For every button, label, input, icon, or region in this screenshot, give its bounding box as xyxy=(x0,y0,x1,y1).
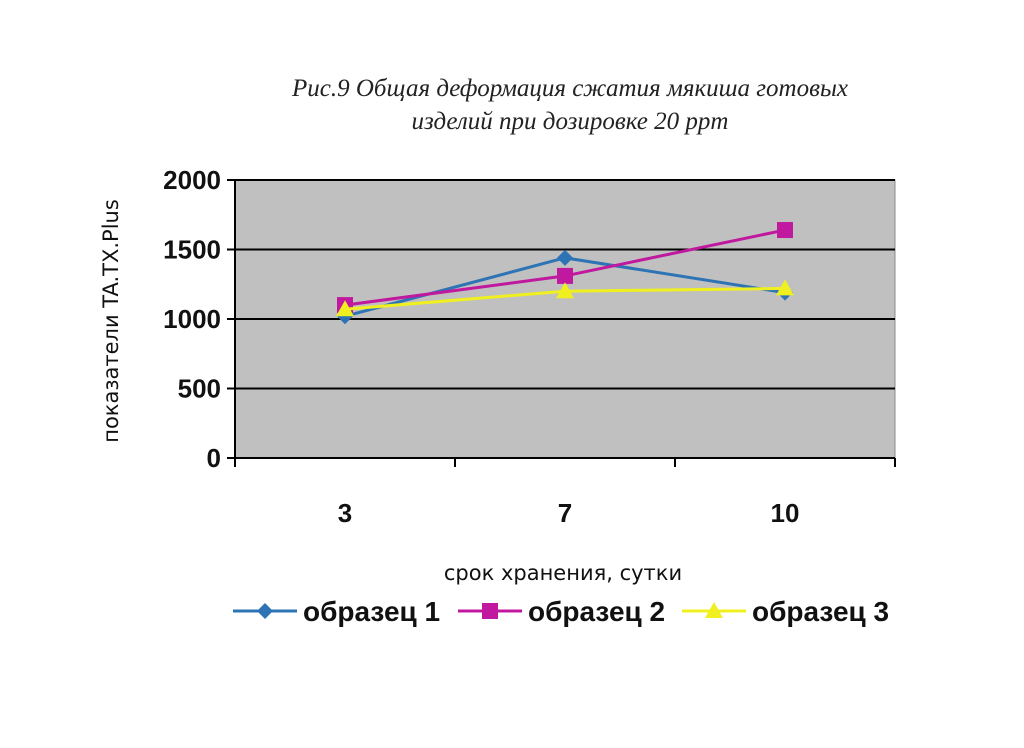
x-tick-label: 3 xyxy=(338,498,352,528)
legend-item-1: образец 1 xyxy=(233,596,440,627)
legend-marker xyxy=(705,602,723,618)
legend-label: образец 2 xyxy=(528,596,665,627)
x-axis-title: срок хранения, сутки xyxy=(444,561,682,585)
data-point xyxy=(776,279,794,296)
x-tick-label: 10 xyxy=(771,498,800,528)
legend-label: образец 1 xyxy=(303,596,440,627)
y-tick-label: 1500 xyxy=(163,235,221,265)
y-tick-label: 1000 xyxy=(163,304,221,334)
legend-item-3: образец 3 xyxy=(682,596,889,627)
x-tick-label: 7 xyxy=(558,498,572,528)
y-tick-label: 2000 xyxy=(163,165,221,195)
caption-line-1: Рис.9 Общая деформация сжатия мякиша гот… xyxy=(292,75,848,102)
y-tick-label: 500 xyxy=(178,374,221,404)
data-point xyxy=(336,300,354,317)
chart-caption: Рис.9 Общая деформация сжатия мякиша гот… xyxy=(230,72,910,138)
data-point xyxy=(557,249,573,266)
data-point xyxy=(556,282,574,299)
caption-line-2: изделий при дозировке 20 ppm xyxy=(411,108,729,135)
data-point xyxy=(557,267,573,284)
legend-label: образец 3 xyxy=(752,596,889,627)
legend-marker xyxy=(257,603,273,619)
legend-item-2: образец 2 xyxy=(458,596,665,627)
y-axis-title: показатели TA.TX.Plus xyxy=(99,199,123,443)
data-point xyxy=(777,222,793,239)
y-tick-label: 0 xyxy=(207,443,221,473)
series-3 xyxy=(336,279,794,317)
legend-marker xyxy=(482,603,498,619)
